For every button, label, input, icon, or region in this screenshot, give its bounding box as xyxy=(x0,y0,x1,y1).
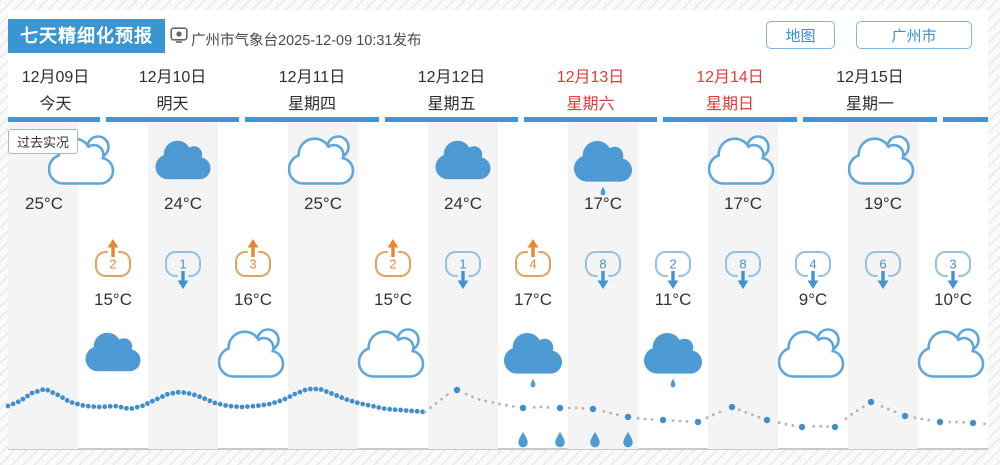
low-temp: 16°C xyxy=(234,290,272,309)
night-wind-badge: 3 xyxy=(933,238,973,295)
day-weather-rain-icon xyxy=(574,138,632,203)
night-weather-cloudy-icon xyxy=(217,325,288,384)
day-column-6[interactable]: 12月14日 星期日 xyxy=(660,60,800,122)
map-button[interactable]: 地图 xyxy=(766,21,835,49)
date-underline-bar xyxy=(106,117,239,122)
day-column-1[interactable]: 12月09日 今天 xyxy=(8,60,103,122)
night-weather-cloudy-icon xyxy=(777,325,848,384)
low-temp: 17°C xyxy=(514,290,552,309)
day-weather-cloudy-icon xyxy=(707,132,778,191)
day-wind-badge: 6 xyxy=(863,238,903,295)
weekday-label: 明天 xyxy=(156,96,189,113)
weekday-label: 星期四 xyxy=(287,96,336,113)
weekday-label: 星期六 xyxy=(566,96,615,113)
date-label: 12月14日 xyxy=(696,69,764,86)
night-weather-overcast-icon xyxy=(84,330,142,379)
day-wind-badge: 8 xyxy=(723,238,763,295)
publisher-text: 广州市气象台2025-12-09 10:31发布 xyxy=(191,33,422,49)
night-wind-badge: 2 xyxy=(373,238,413,295)
date-label: 12月09日 xyxy=(21,69,90,86)
city-button[interactable]: 广州市 xyxy=(856,21,972,49)
night-wind-badge: 2 xyxy=(653,238,693,295)
svg-text:8: 8 xyxy=(599,257,606,272)
high-temp: 24°C xyxy=(164,194,202,213)
svg-text:1: 1 xyxy=(459,257,466,272)
date-label: 12月13日 xyxy=(556,69,625,86)
svg-text:2: 2 xyxy=(669,257,676,272)
day-column-4[interactable]: 12月12日 星期五 xyxy=(382,60,521,122)
page-title: 七天精细化预报 xyxy=(8,19,165,53)
date-underline-bar xyxy=(663,117,797,122)
svg-text:6: 6 xyxy=(879,257,886,272)
low-temp: 15°C xyxy=(374,290,412,309)
night-weather-cloudy-icon xyxy=(917,325,988,384)
next-column-bar xyxy=(943,117,988,122)
high-temp: 24°C xyxy=(444,194,482,213)
high-temp: 17°C xyxy=(584,194,622,213)
low-temp: 11°C xyxy=(654,290,692,309)
weekday-label: 星期日 xyxy=(705,96,754,113)
night-weather-cloudy-icon xyxy=(357,325,428,384)
day-column-2[interactable]: 12月10日 明天 xyxy=(103,60,242,122)
high-temp: 19°C xyxy=(864,194,902,213)
high-temp: 17°C xyxy=(724,194,762,213)
weekday-label: 星期一 xyxy=(845,96,894,113)
weekday-label: 今天 xyxy=(39,96,72,113)
day-wind-badge: 1 xyxy=(163,238,203,295)
night-wind-badge: 2 xyxy=(93,238,133,295)
night-wind-badge: 4 xyxy=(513,238,553,295)
date-label: 12月15日 xyxy=(836,69,904,86)
day-wind-badge: 1 xyxy=(443,238,483,295)
date-underline-bar xyxy=(8,117,100,122)
weekday-label: 星期五 xyxy=(427,96,476,113)
svg-text:3: 3 xyxy=(249,257,256,272)
low-temp: 10°C xyxy=(934,290,972,309)
svg-text:4: 4 xyxy=(529,257,536,272)
day-column-5[interactable]: 12月13日 星期六 xyxy=(521,60,660,122)
svg-text:4: 4 xyxy=(809,257,816,272)
day-weather-cloudy-icon xyxy=(847,132,918,191)
day-column-7[interactable]: 12月15日 星期一 xyxy=(800,60,940,122)
day-weather-overcast-icon xyxy=(434,138,492,187)
date-underline-bar xyxy=(245,117,379,122)
past-observation-label: 过去实况 xyxy=(8,129,79,154)
night-wind-badge: 4 xyxy=(793,238,833,295)
day-column-3[interactable]: 12月11日 星期四 xyxy=(242,60,382,122)
day-wind-badge: 8 xyxy=(583,238,623,295)
svg-text:2: 2 xyxy=(389,257,396,272)
svg-text:8: 8 xyxy=(739,257,746,272)
svg-text:3: 3 xyxy=(949,257,956,272)
date-underline-bar xyxy=(385,117,518,122)
date-label: 12月12日 xyxy=(417,69,486,86)
monitor-icon xyxy=(170,27,188,49)
svg-text:1: 1 xyxy=(179,257,186,272)
svg-text:2: 2 xyxy=(109,257,116,272)
high-temp: 25°C xyxy=(304,194,342,213)
high-temp: 25°C xyxy=(25,194,63,213)
night-wind-badge: 3 xyxy=(233,238,273,295)
day-weather-overcast-icon xyxy=(154,138,212,187)
night-weather-rain-icon xyxy=(504,330,562,395)
date-label: 12月10日 xyxy=(138,69,207,86)
day-weather-cloudy-icon xyxy=(287,132,358,191)
date-label: 12月11日 xyxy=(278,69,346,86)
low-temp: 9°C xyxy=(798,290,828,309)
night-weather-rain-icon xyxy=(644,330,702,395)
date-underline-bar xyxy=(524,117,657,122)
low-temp: 15°C xyxy=(94,290,132,309)
date-underline-bar xyxy=(803,117,937,122)
